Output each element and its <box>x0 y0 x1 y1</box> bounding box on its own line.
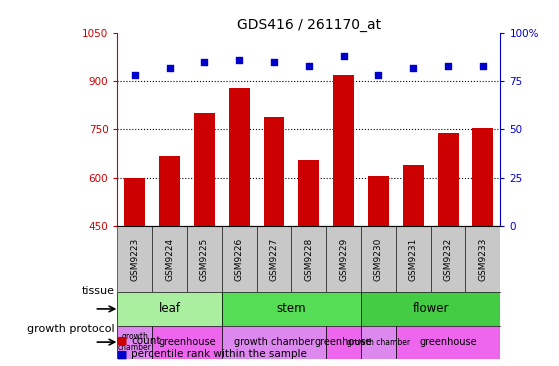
Bar <box>117 292 222 325</box>
Text: tissue: tissue <box>82 286 115 296</box>
Text: growth
chamber: growth chamber <box>118 332 151 352</box>
Text: stem: stem <box>277 302 306 315</box>
Bar <box>187 226 222 292</box>
Bar <box>222 325 326 359</box>
Text: greenhouse: greenhouse <box>419 337 477 347</box>
Bar <box>396 226 430 292</box>
Text: ■: ■ <box>117 336 128 346</box>
Text: growth chamber: growth chamber <box>347 337 410 347</box>
Bar <box>152 325 222 359</box>
Bar <box>124 178 145 226</box>
Text: leaf: leaf <box>159 302 181 315</box>
Text: percentile rank within the sample: percentile rank within the sample <box>131 349 307 359</box>
Bar <box>264 117 285 226</box>
Point <box>269 59 278 65</box>
Bar <box>430 226 466 292</box>
Bar <box>222 292 361 325</box>
Bar <box>117 226 152 292</box>
Text: GSM9223: GSM9223 <box>130 238 139 281</box>
Text: GSM9232: GSM9232 <box>444 238 453 281</box>
Bar <box>333 75 354 226</box>
Point <box>444 63 453 69</box>
Bar <box>152 226 187 292</box>
Text: GSM9230: GSM9230 <box>374 238 383 281</box>
Bar <box>257 226 291 292</box>
Point <box>200 59 209 65</box>
Text: flower: flower <box>413 302 449 315</box>
Bar <box>466 226 500 292</box>
Bar <box>222 226 257 292</box>
Bar <box>299 160 319 226</box>
Bar <box>159 156 180 226</box>
Bar <box>326 325 361 359</box>
Bar <box>472 128 494 226</box>
Bar <box>229 87 250 226</box>
Text: growth protocol: growth protocol <box>27 324 115 335</box>
Point <box>479 63 487 69</box>
Bar <box>361 325 396 359</box>
Text: GSM9227: GSM9227 <box>269 238 278 281</box>
Bar <box>361 292 500 325</box>
Text: GSM9225: GSM9225 <box>200 238 209 281</box>
Bar <box>396 325 500 359</box>
Text: greenhouse: greenhouse <box>315 337 372 347</box>
Text: GSM9228: GSM9228 <box>304 238 314 281</box>
Bar <box>194 113 215 226</box>
Text: GSM9233: GSM9233 <box>479 238 487 281</box>
Bar <box>361 226 396 292</box>
Text: count: count <box>131 336 161 346</box>
Text: GSM9229: GSM9229 <box>339 238 348 281</box>
Title: GDS416 / 261170_at: GDS416 / 261170_at <box>237 18 381 32</box>
Text: growth chamber: growth chamber <box>234 337 314 347</box>
Bar <box>368 176 389 226</box>
Text: GSM9231: GSM9231 <box>409 238 418 281</box>
Point <box>409 65 418 71</box>
Text: GSM9224: GSM9224 <box>165 238 174 281</box>
Text: ■: ■ <box>117 349 128 359</box>
Text: GSM9226: GSM9226 <box>235 238 244 281</box>
Bar <box>291 226 326 292</box>
Bar <box>438 132 458 226</box>
Bar <box>117 325 152 359</box>
Bar <box>403 165 424 226</box>
Point <box>339 53 348 59</box>
Point <box>374 72 383 78</box>
Bar <box>326 226 361 292</box>
Point <box>165 65 174 71</box>
Point <box>235 57 244 63</box>
Point <box>305 63 314 69</box>
Point <box>130 72 139 78</box>
Text: greenhouse: greenhouse <box>158 337 216 347</box>
